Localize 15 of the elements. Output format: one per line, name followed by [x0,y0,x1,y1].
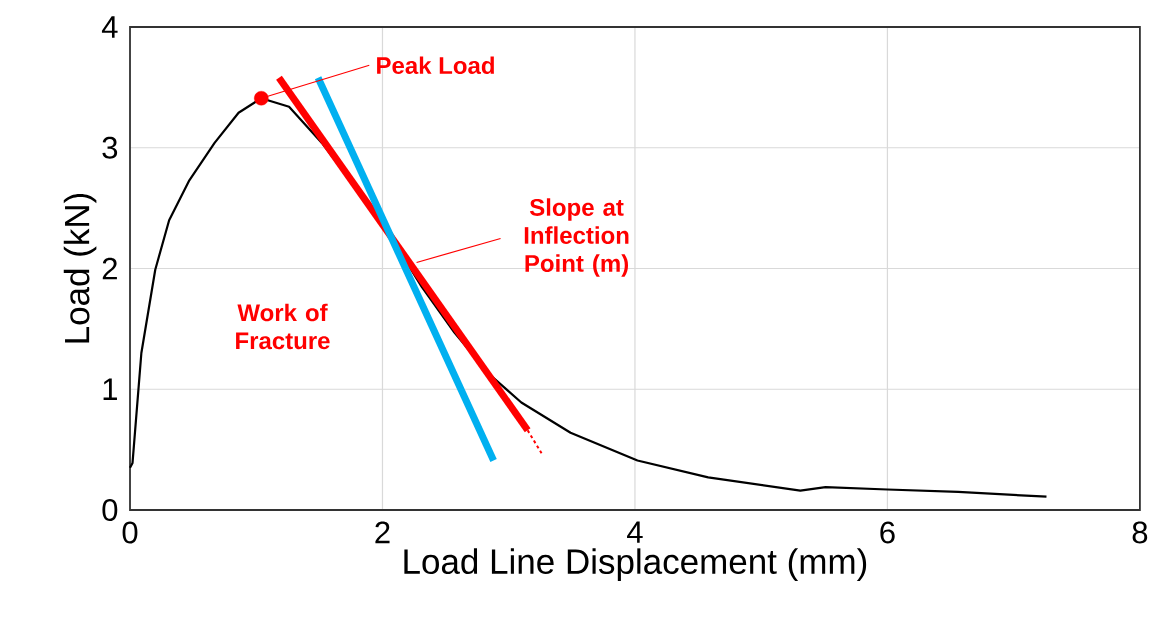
y-axis-title: Load (kN) [63,193,97,343]
x-tick-label: 0 [122,521,138,544]
annotation: Slope at Inflection Point (m) [524,198,629,277]
x-tick-label: 4 [627,521,643,543]
y-tick-label: 3 [102,136,118,159]
annotation: Work of Fracture [236,303,330,350]
y-tick-label: 2 [102,257,117,280]
annotation: Peak Load [377,56,494,75]
y-tick-label: 4 [101,16,118,38]
x-axis-title: Load Line Displacement (mm) [404,548,867,581]
x-tick-label: 8 [1132,521,1148,544]
y-tick-label: 0 [102,499,118,521]
y-tick-label: 1 [103,378,117,400]
x-tick-label: 6 [880,521,895,544]
x-tick-label: 2 [375,521,390,544]
